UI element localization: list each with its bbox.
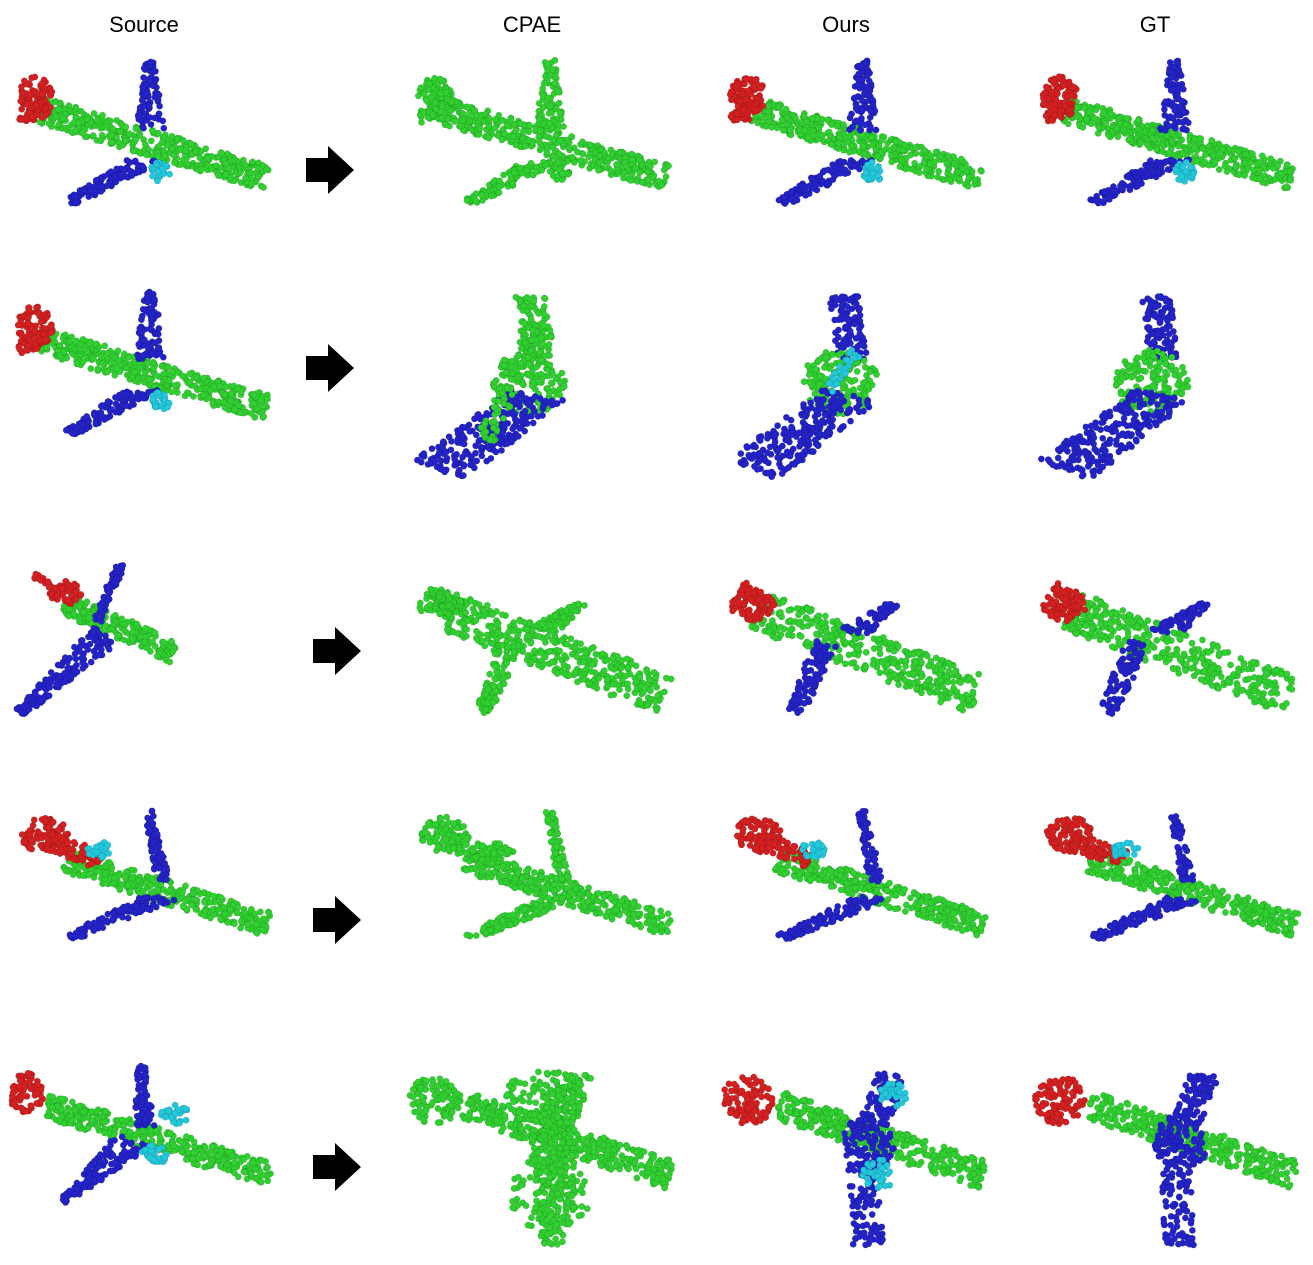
gt-column-header: GT: [1140, 12, 1171, 38]
point-cloud-row2-gt: [1030, 290, 1313, 490]
point-cloud-row4-ours: [718, 810, 1003, 1010]
point-cloud-row5-ours: [718, 1065, 1003, 1265]
point-cloud-row1-source: [5, 60, 290, 260]
point-cloud-row4-cpae: [405, 810, 690, 1010]
source-column-header: Source: [109, 12, 179, 38]
point-cloud-row5-source: [5, 1065, 290, 1265]
point-cloud-row2-cpae: [405, 290, 690, 490]
point-cloud-row3-ours: [718, 565, 1003, 765]
point-cloud-row2-source: [5, 290, 290, 490]
point-cloud-row1-gt: [1030, 60, 1313, 260]
right-arrow-icon-row2: [306, 344, 354, 392]
point-cloud-row1-cpae: [405, 60, 690, 260]
right-arrow-icon-row5: [313, 1143, 361, 1191]
point-cloud-row4-gt: [1030, 810, 1313, 1010]
cpae-column-header: CPAE: [503, 12, 561, 38]
point-cloud-row5-cpae: [405, 1065, 690, 1265]
point-cloud-row3-cpae: [405, 565, 690, 765]
point-cloud-row4-source: [5, 810, 290, 1010]
right-arrow-icon-row4: [313, 896, 361, 944]
right-arrow-icon-row1: [306, 146, 354, 194]
point-cloud-row3-gt: [1030, 565, 1313, 765]
right-arrow-icon-row3: [313, 627, 361, 675]
point-cloud-row3-source: [5, 565, 290, 765]
point-cloud-row5-gt: [1030, 1065, 1313, 1265]
ours-column-header: Ours: [822, 12, 870, 38]
point-cloud-row1-ours: [718, 60, 1003, 260]
point-cloud-row2-ours: [718, 290, 1003, 490]
